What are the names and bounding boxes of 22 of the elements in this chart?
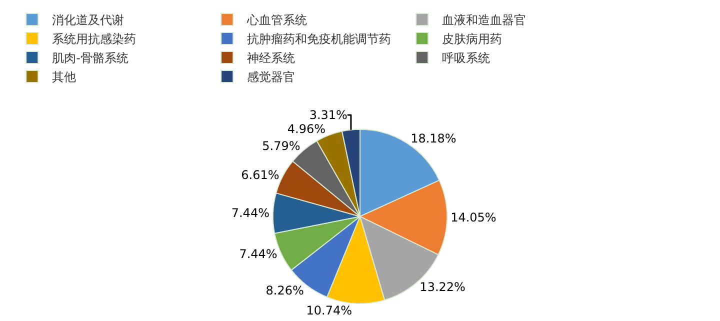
data-label: 8.26% xyxy=(266,283,304,298)
data-label: 13.22% xyxy=(420,280,466,294)
legend-label: 血液和造血器官 xyxy=(442,13,526,28)
legend-label: 心血管系统 xyxy=(246,13,308,28)
data-label: 7.44% xyxy=(231,206,270,220)
data-label: 14.05% xyxy=(450,210,496,225)
data-label: 7.44% xyxy=(239,246,278,261)
legend-label: 肌肉-骨骼系统 xyxy=(52,51,128,66)
legend-label: 皮肤病用药 xyxy=(442,32,502,46)
legend-label: 其他 xyxy=(52,70,76,84)
legend-label: 感觉器官 xyxy=(247,70,296,84)
data-label: 18.18% xyxy=(410,131,456,146)
data-label: 5.79% xyxy=(262,138,300,153)
data-label: 10.74% xyxy=(306,303,352,318)
data-label: 3.31% xyxy=(309,108,348,122)
legend-label: 抗肿瘤药和免疫机能调节药 xyxy=(247,32,392,46)
legend-label: 系统用抗感染药 xyxy=(52,32,136,46)
legend-label: 呼吸系统 xyxy=(442,51,490,66)
data-label: 6.61% xyxy=(241,168,280,182)
legend-label: 消化道及代谢 xyxy=(52,13,124,28)
legend-label: 神经系统 xyxy=(247,51,296,66)
data-label: 4.96% xyxy=(287,122,326,136)
